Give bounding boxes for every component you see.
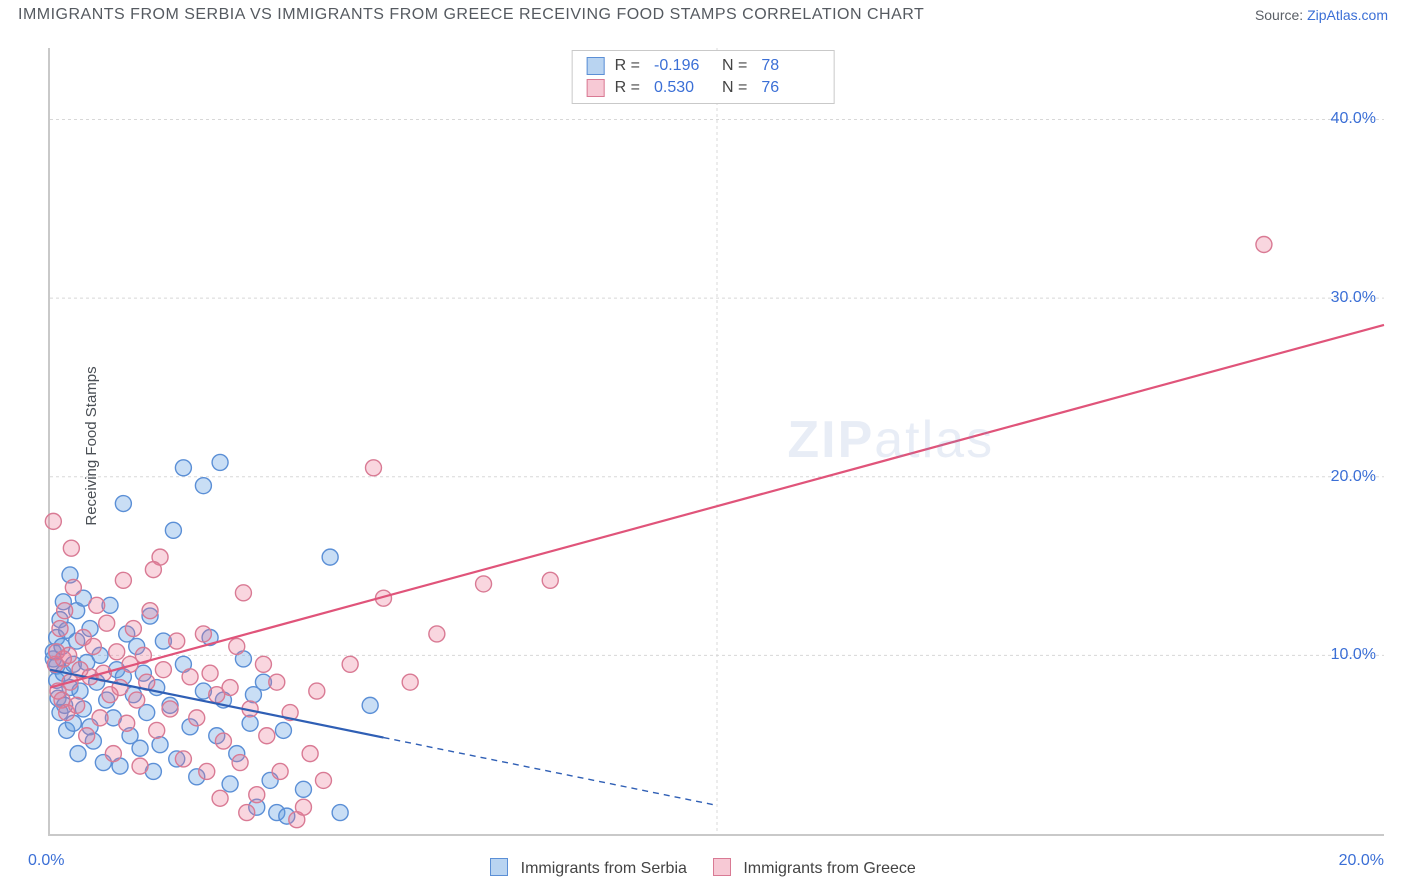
legend-label: Immigrants from Serbia <box>521 860 687 877</box>
scatter-svg <box>50 48 1384 834</box>
legend-swatch-greece <box>713 858 731 876</box>
y-tick-label: 10.0% <box>1331 646 1376 664</box>
source-link[interactable]: ZipAtlas.com <box>1307 7 1388 23</box>
r-label: R = <box>615 57 640 75</box>
r-label: R = <box>615 79 640 97</box>
chart-container: IMMIGRANTS FROM SERBIA VS IMMIGRANTS FRO… <box>0 0 1406 892</box>
legend-label: Immigrants from Greece <box>743 860 915 877</box>
n-value: 78 <box>761 57 819 75</box>
n-label: N = <box>722 79 747 97</box>
source-label: Source: <box>1255 7 1303 23</box>
correlation-stats-box: R = -0.196 N = 78 R = 0.530 N = 76 <box>572 50 835 104</box>
n-label: N = <box>722 57 747 75</box>
bottom-legend: Immigrants from Serbia Immigrants from G… <box>0 858 1406 878</box>
swatch-greece <box>587 79 605 97</box>
chart-title: IMMIGRANTS FROM SERBIA VS IMMIGRANTS FRO… <box>18 6 924 24</box>
y-tick-label: 40.0% <box>1331 110 1376 128</box>
swatch-serbia <box>587 57 605 75</box>
legend-item-serbia: Immigrants from Serbia <box>490 858 687 878</box>
r-value: 0.530 <box>654 79 712 97</box>
source-credit: Source: ZipAtlas.com <box>1255 7 1388 23</box>
y-tick-label: 20.0% <box>1331 468 1376 486</box>
y-tick-label: 30.0% <box>1331 289 1376 307</box>
legend-swatch-serbia <box>490 858 508 876</box>
n-value: 76 <box>761 79 819 97</box>
title-bar: IMMIGRANTS FROM SERBIA VS IMMIGRANTS FRO… <box>0 0 1406 30</box>
plot-area <box>48 48 1384 836</box>
legend-item-greece: Immigrants from Greece <box>713 858 916 878</box>
stats-row-serbia: R = -0.196 N = 78 <box>587 55 820 77</box>
stats-row-greece: R = 0.530 N = 76 <box>587 77 820 99</box>
r-value: -0.196 <box>654 57 712 75</box>
